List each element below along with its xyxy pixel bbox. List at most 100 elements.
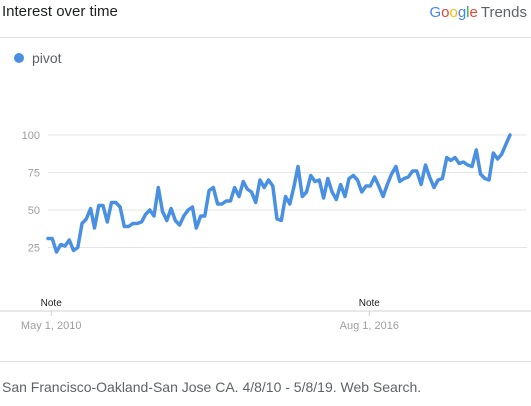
data-point[interactable]: [390, 172, 394, 176]
data-point[interactable]: [233, 186, 237, 190]
data-point[interactable]: [50, 237, 54, 241]
data-point[interactable]: [436, 178, 440, 182]
data-point[interactable]: [470, 165, 474, 169]
data-point[interactable]: [135, 222, 139, 226]
data-point[interactable]: [368, 184, 372, 188]
interest-over-time-chart[interactable]: 25 50 75 100 Note Note May 1, 2010 Aug 1, 2016: [0, 0, 531, 361]
data-point[interactable]: [415, 169, 419, 173]
data-point[interactable]: [313, 180, 317, 184]
data-point[interactable]: [296, 165, 300, 169]
data-point[interactable]: [143, 213, 147, 217]
data-point[interactable]: [364, 184, 368, 188]
data-point[interactable]: [326, 177, 330, 181]
data-point[interactable]: [178, 223, 182, 227]
data-point[interactable]: [237, 195, 241, 199]
data-point[interactable]: [241, 180, 245, 184]
data-point[interactable]: [355, 178, 359, 182]
data-point[interactable]: [249, 190, 253, 194]
data-point[interactable]: [283, 195, 287, 199]
data-point[interactable]: [343, 195, 347, 199]
data-point[interactable]: [360, 190, 364, 194]
data-point[interactable]: [93, 226, 97, 230]
data-point[interactable]: [432, 186, 436, 190]
data-point[interactable]: [457, 162, 461, 166]
data-point[interactable]: [317, 178, 321, 182]
data-point[interactable]: [114, 201, 118, 205]
data-point[interactable]: [262, 186, 266, 190]
data-point[interactable]: [101, 204, 105, 208]
data-point[interactable]: [478, 172, 482, 176]
data-point[interactable]: [148, 208, 152, 212]
data-point[interactable]: [322, 196, 326, 200]
data-point[interactable]: [203, 214, 207, 218]
data-point[interactable]: [258, 178, 262, 182]
data-point[interactable]: [97, 204, 101, 208]
series-line-pivot[interactable]: [46, 133, 512, 254]
data-point[interactable]: [508, 133, 512, 137]
data-point[interactable]: [449, 159, 453, 163]
data-point[interactable]: [131, 222, 135, 226]
data-point[interactable]: [46, 237, 50, 241]
data-point[interactable]: [228, 199, 232, 203]
data-point[interactable]: [487, 178, 491, 182]
data-point[interactable]: [160, 210, 164, 214]
data-point[interactable]: [453, 156, 457, 160]
data-point[interactable]: [347, 177, 351, 181]
data-point[interactable]: [440, 177, 444, 181]
data-point[interactable]: [288, 202, 292, 206]
data-point[interactable]: [419, 183, 423, 187]
data-point[interactable]: [67, 238, 71, 242]
data-point[interactable]: [279, 219, 283, 223]
data-point[interactable]: [71, 249, 75, 253]
data-point[interactable]: [165, 219, 169, 223]
data-point[interactable]: [199, 214, 203, 218]
data-point[interactable]: [292, 184, 296, 188]
data-point[interactable]: [84, 217, 88, 221]
data-point[interactable]: [300, 195, 304, 199]
data-point[interactable]: [406, 175, 410, 179]
data-point[interactable]: [216, 202, 220, 206]
data-point[interactable]: [377, 184, 381, 188]
data-point[interactable]: [194, 226, 198, 230]
data-point[interactable]: [491, 151, 495, 155]
data-point[interactable]: [385, 183, 389, 187]
note-marker[interactable]: Note: [41, 298, 63, 309]
data-point[interactable]: [169, 207, 173, 211]
data-point[interactable]: [398, 180, 402, 184]
data-point[interactable]: [89, 207, 93, 211]
data-point[interactable]: [207, 189, 211, 193]
data-point[interactable]: [190, 205, 194, 209]
data-point[interactable]: [402, 177, 406, 181]
data-point[interactable]: [496, 157, 500, 161]
data-point[interactable]: [381, 195, 385, 199]
data-point[interactable]: [271, 184, 275, 188]
data-point[interactable]: [110, 201, 114, 205]
data-point[interactable]: [254, 201, 258, 205]
data-point[interactable]: [305, 190, 309, 194]
data-point[interactable]: [266, 178, 270, 182]
data-point[interactable]: [152, 214, 156, 218]
data-point[interactable]: [461, 160, 465, 164]
data-point[interactable]: [339, 183, 343, 187]
data-point[interactable]: [173, 219, 177, 223]
data-point[interactable]: [275, 217, 279, 221]
data-point[interactable]: [76, 246, 80, 250]
data-point[interactable]: [220, 202, 224, 206]
note-marker[interactable]: Note: [359, 298, 381, 309]
data-point[interactable]: [309, 174, 313, 178]
data-point[interactable]: [351, 174, 355, 178]
data-point[interactable]: [211, 186, 215, 190]
data-point[interactable]: [245, 187, 249, 191]
data-point[interactable]: [156, 186, 160, 190]
data-point[interactable]: [139, 220, 143, 224]
data-point[interactable]: [182, 214, 186, 218]
data-point[interactable]: [54, 250, 58, 254]
data-point[interactable]: [80, 222, 84, 226]
data-point[interactable]: [411, 169, 415, 173]
data-point[interactable]: [186, 208, 190, 212]
data-point[interactable]: [330, 190, 334, 194]
data-point[interactable]: [500, 153, 504, 157]
data-point[interactable]: [122, 225, 126, 229]
google-trends-logo[interactable]: Google Trends: [429, 4, 527, 21]
data-point[interactable]: [474, 148, 478, 152]
